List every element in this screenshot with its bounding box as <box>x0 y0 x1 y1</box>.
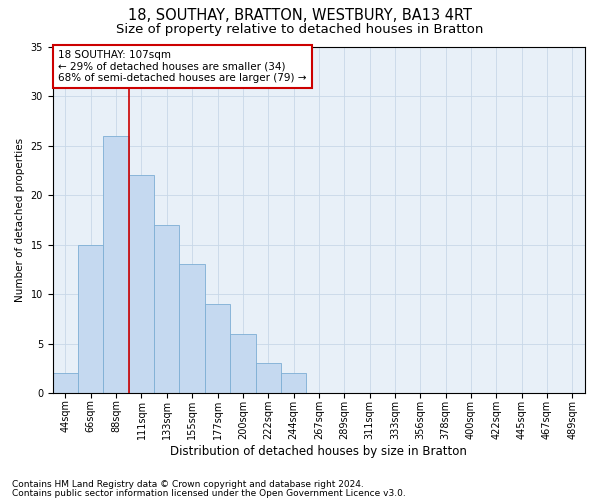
Bar <box>53 374 78 393</box>
Bar <box>281 374 306 393</box>
Bar <box>179 264 205 393</box>
Text: Contains HM Land Registry data © Crown copyright and database right 2024.: Contains HM Land Registry data © Crown c… <box>12 480 364 489</box>
Text: 18 SOUTHAY: 107sqm
← 29% of detached houses are smaller (34)
68% of semi-detache: 18 SOUTHAY: 107sqm ← 29% of detached hou… <box>58 50 307 83</box>
Bar <box>205 304 230 393</box>
Text: Size of property relative to detached houses in Bratton: Size of property relative to detached ho… <box>116 22 484 36</box>
Bar <box>129 176 154 393</box>
Bar <box>103 136 129 393</box>
Y-axis label: Number of detached properties: Number of detached properties <box>15 138 25 302</box>
Bar <box>154 225 179 393</box>
Text: Contains public sector information licensed under the Open Government Licence v3: Contains public sector information licen… <box>12 489 406 498</box>
Bar <box>78 244 103 393</box>
X-axis label: Distribution of detached houses by size in Bratton: Distribution of detached houses by size … <box>170 444 467 458</box>
Bar <box>256 364 281 393</box>
Text: 18, SOUTHAY, BRATTON, WESTBURY, BA13 4RT: 18, SOUTHAY, BRATTON, WESTBURY, BA13 4RT <box>128 8 472 22</box>
Bar <box>230 334 256 393</box>
